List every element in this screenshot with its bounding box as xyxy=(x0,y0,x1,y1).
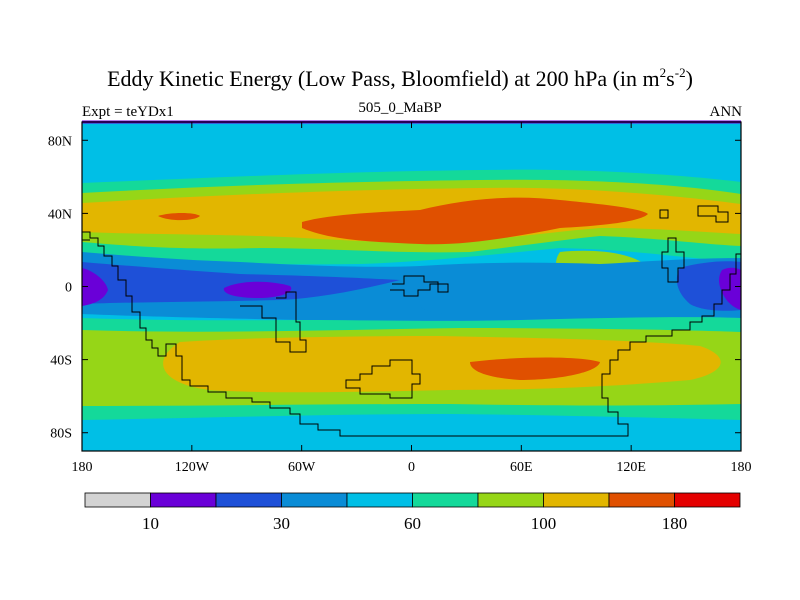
contour-fill-30-45 xyxy=(420,301,560,316)
coastline-north-islands xyxy=(697,205,729,223)
x-tick-label: 0 xyxy=(408,460,415,475)
colorbar-swatch xyxy=(608,492,675,508)
season-label: ANN xyxy=(709,104,743,120)
y-axis: 80N 40N 0 40S 80S xyxy=(48,134,741,442)
x-tick-label: 180 xyxy=(72,460,93,475)
colorbar-label: 30 xyxy=(273,514,290,533)
contour-fill-10-20 xyxy=(223,281,292,298)
contour-field xyxy=(82,122,741,451)
x-tick-label: 180 xyxy=(731,460,752,475)
colorbar-swatch xyxy=(412,492,479,508)
colorbar: 10 30 60 100 180 xyxy=(84,492,741,533)
colorbar-swatch xyxy=(346,492,413,508)
colorbar-label: 180 xyxy=(662,514,688,533)
x-axis: 180 120W 60W 0 60E 120E 180 xyxy=(72,122,752,475)
contour-fill-10-20 xyxy=(82,268,108,306)
chart-subtitle: 505_0_MaBP xyxy=(358,100,442,116)
contour-fill-100-140 xyxy=(163,336,721,393)
colorbar-swatch xyxy=(84,492,151,508)
coastline-inland-basin xyxy=(345,359,421,399)
y-tick-label: 40N xyxy=(48,207,72,222)
x-tick-label: 60W xyxy=(288,460,316,475)
y-tick-label: 80N xyxy=(48,134,72,149)
x-tick-label: 120E xyxy=(616,460,646,475)
contour-fill-140-180 xyxy=(470,357,600,380)
colorbar-swatch xyxy=(281,492,348,508)
y-tick-label: 0 xyxy=(65,281,72,296)
coastline-north-islands xyxy=(82,232,90,241)
coastline-west-continent xyxy=(82,231,741,437)
colorbar-label: 60 xyxy=(404,514,421,533)
experiment-label: Expt = teYDx1 xyxy=(82,104,174,120)
contour-fill-140-180 xyxy=(302,197,648,245)
coastline-equatorial-block xyxy=(390,275,449,297)
chart-title: Eddy Kinetic Energy (Low Pass, Bloomfiel… xyxy=(107,65,693,91)
colorbar-swatch xyxy=(674,492,741,508)
colorbar-swatch xyxy=(150,492,217,508)
y-tick-label: 80S xyxy=(50,427,72,442)
coastline-north-islands xyxy=(659,209,669,219)
contour-fill-30-45 xyxy=(82,252,741,321)
coastline-equatorial-block xyxy=(240,291,307,353)
contour-fill-140-180 xyxy=(158,213,200,221)
colorbar-swatch xyxy=(543,492,610,508)
colorbar-label: 10 xyxy=(142,514,159,533)
colorbar-swatch xyxy=(477,492,544,508)
x-tick-label: 60E xyxy=(510,460,533,475)
colorbar-label: 100 xyxy=(531,514,557,533)
coastlines xyxy=(82,205,741,437)
colorbar-swatch xyxy=(215,492,282,508)
x-tick-label: 120W xyxy=(175,460,210,475)
y-tick-label: 40S xyxy=(50,354,72,369)
coastline-eastern-strip xyxy=(661,237,685,283)
